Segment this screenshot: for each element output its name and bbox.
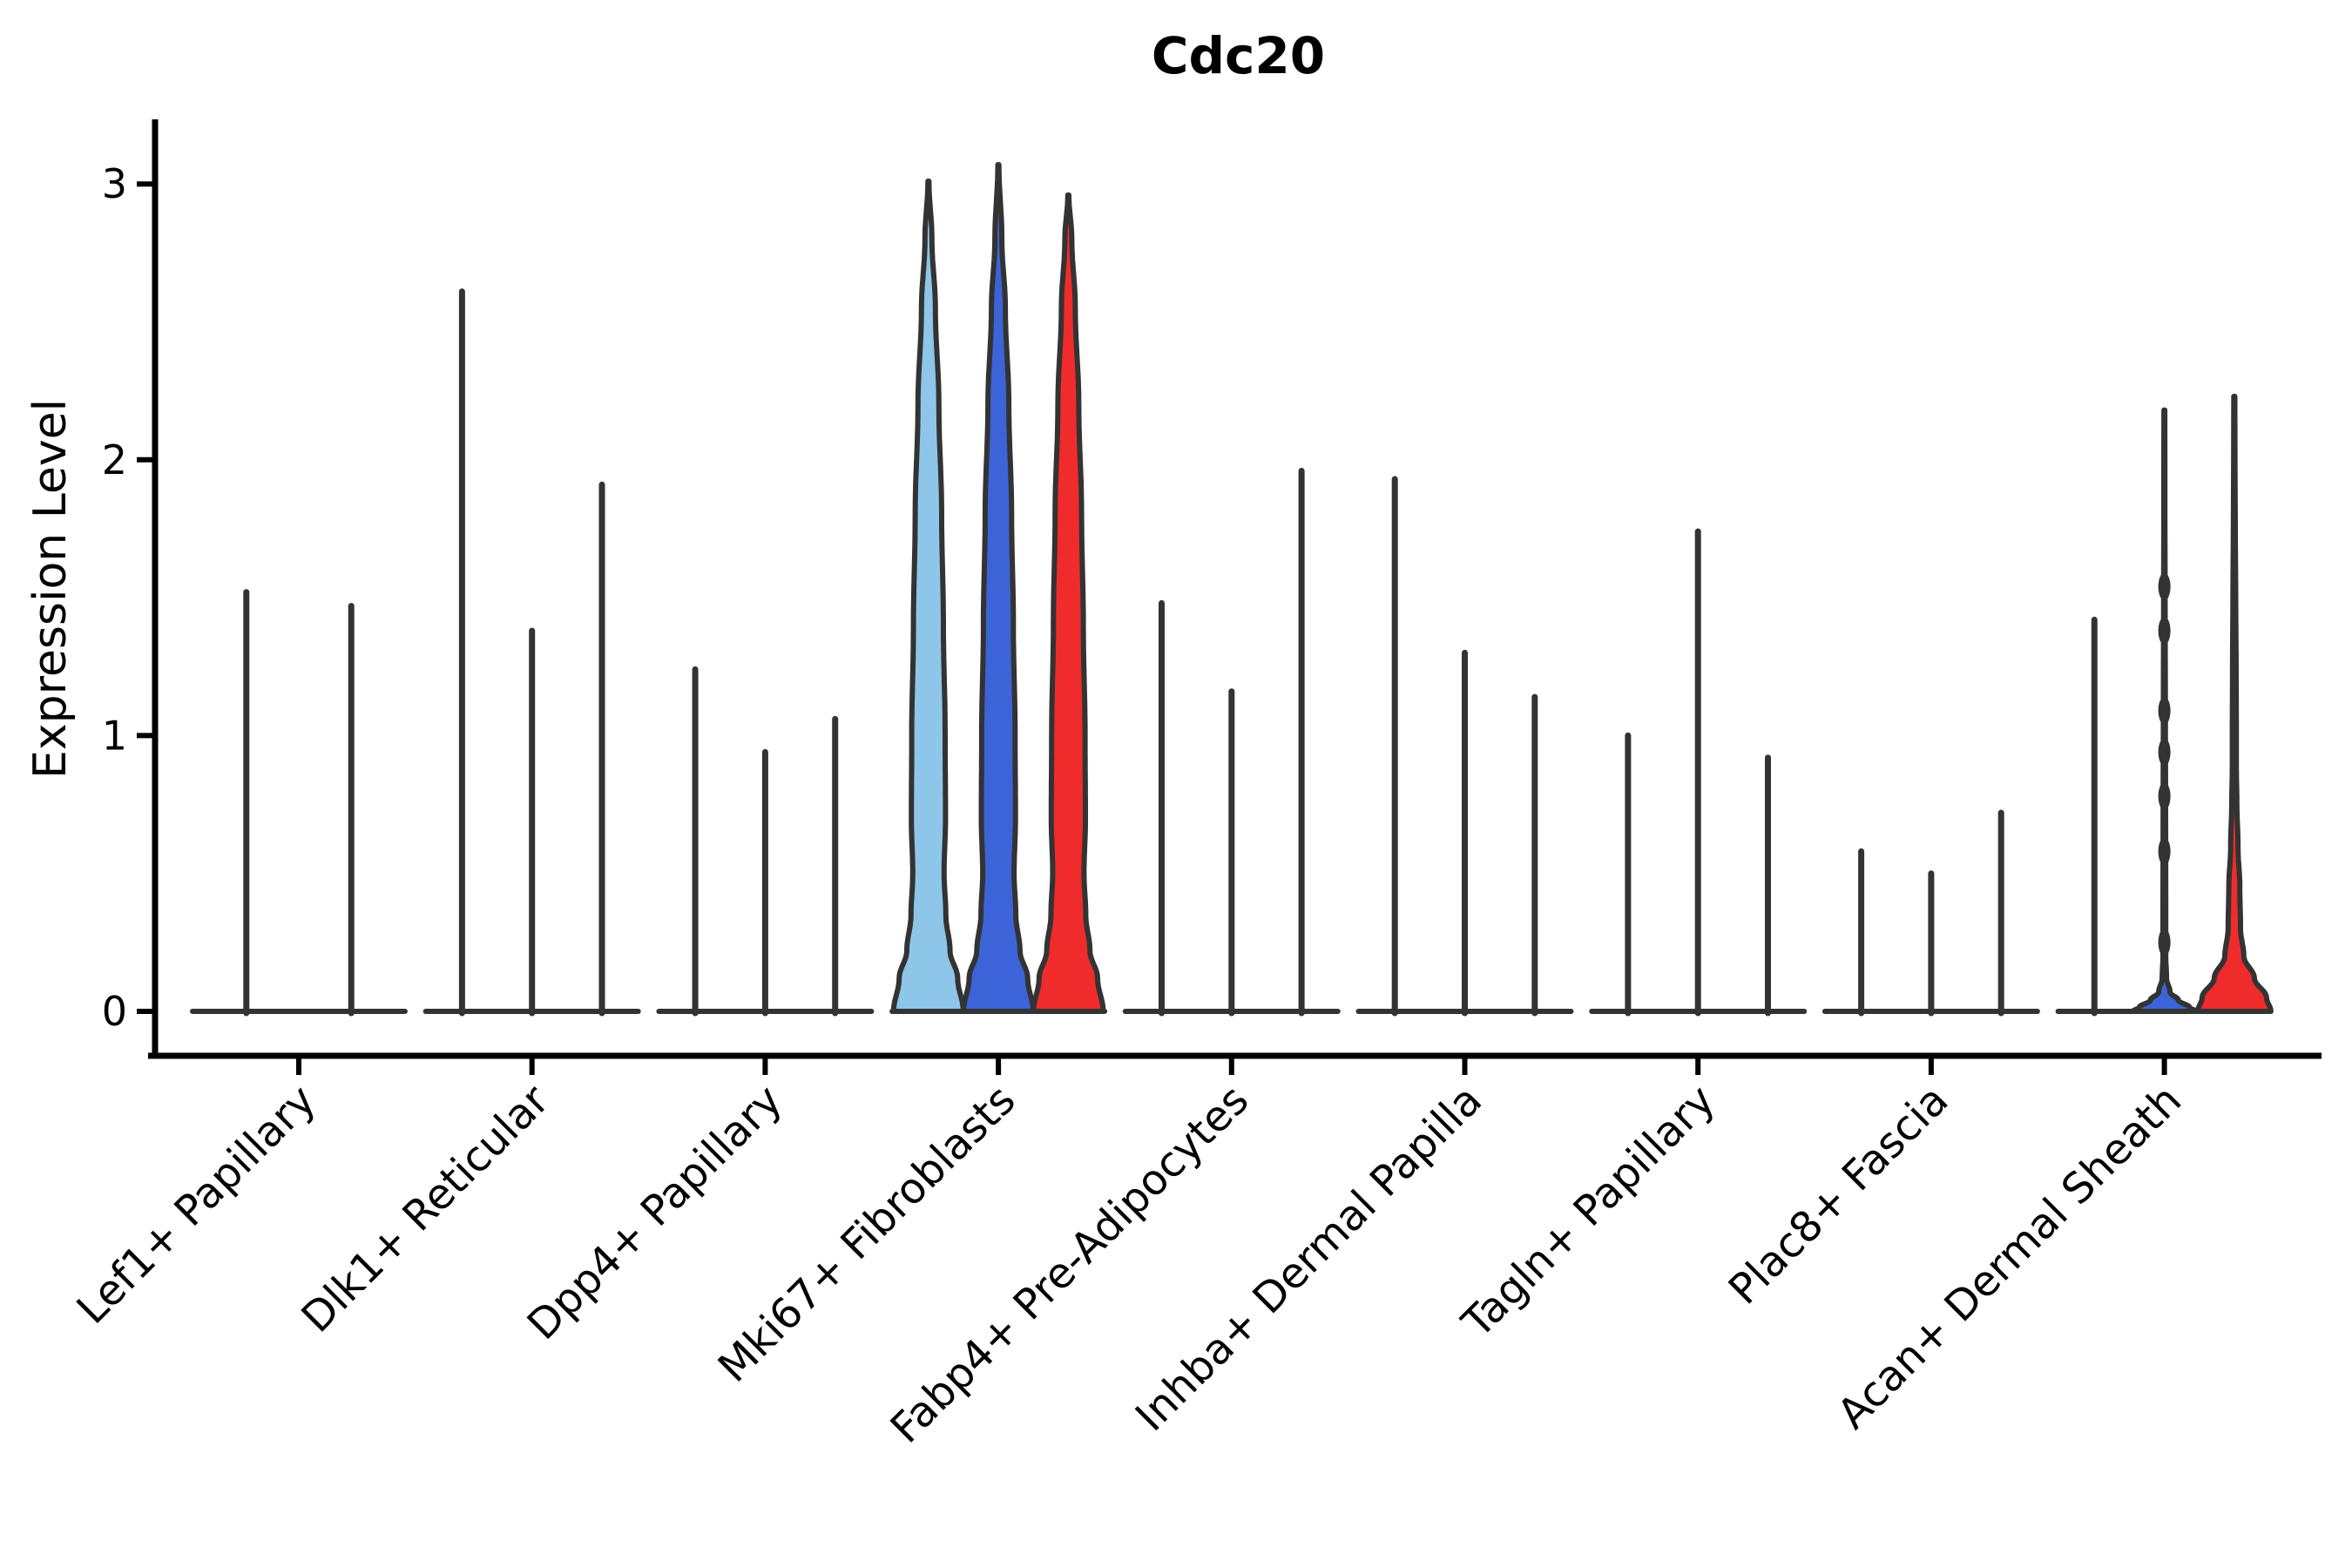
chart-title: Cdc20 [1151, 26, 1326, 85]
violin-outlier-knot [2158, 572, 2171, 601]
y-tick-label: 0 [102, 988, 127, 1035]
y-tick-label: 1 [102, 712, 127, 759]
x-tick-label: Dpp4+ Papillary [518, 1076, 792, 1349]
x-tick-label: Lef1+ Papillary [68, 1076, 326, 1334]
violin-outlier-knot [2158, 696, 2171, 725]
violin-body [2194, 394, 2274, 1014]
violin-outlier-knot [2158, 928, 2171, 956]
y-tick-label: 3 [102, 160, 127, 207]
violin-outlier-knot [2158, 617, 2171, 645]
x-tick-label: Dlk1+ Reticular [293, 1076, 559, 1342]
violin-outlier-knot [2158, 738, 2171, 767]
violin-outlier-knot [2158, 782, 2171, 811]
violin-body [961, 162, 1037, 1014]
x-tick-label: Plac8+ Fascia [1720, 1076, 1958, 1315]
violin-outlier-knot [2158, 837, 2171, 866]
x-tick-label: Tagln+ Papillary [1452, 1076, 1724, 1348]
y-tick-label: 2 [102, 436, 127, 483]
violin-body [1031, 192, 1106, 1014]
violin-body [890, 179, 966, 1014]
y-axis-label: Expression Level [24, 398, 77, 780]
